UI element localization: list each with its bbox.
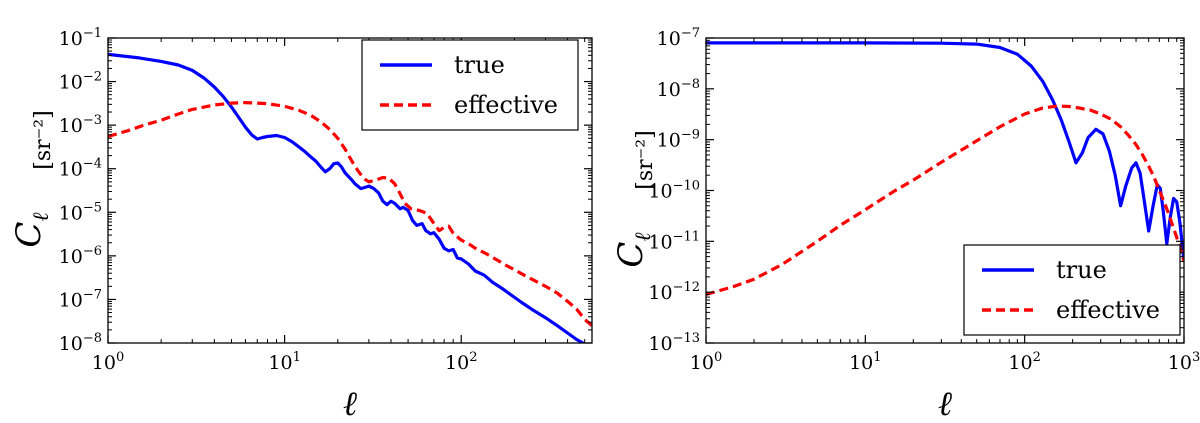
x-tick-label: 100 — [690, 350, 722, 374]
tick-base: 10 — [648, 181, 672, 203]
series-line-true — [108, 52, 587, 343]
tick-exponent: −11 — [673, 229, 700, 244]
tick-exponent: −7 — [83, 287, 102, 302]
tick-base: 10 — [92, 352, 116, 374]
y-tick-label: 10−9 — [657, 128, 700, 152]
tick-base: 10 — [59, 115, 83, 137]
tick-exponent: −1 — [83, 26, 102, 41]
tick-exponent: −3 — [83, 113, 102, 128]
x-axis-label: ℓ — [938, 384, 952, 423]
y-tick-label: 10−6 — [59, 244, 102, 268]
tick-base: 10 — [445, 352, 469, 374]
y-tick-label: 10−7 — [59, 287, 102, 311]
y-tick-label: 10−13 — [648, 331, 700, 355]
tick-exponent: 1 — [873, 350, 881, 365]
tick-exponent: 2 — [1033, 350, 1041, 365]
tick-base: 10 — [657, 28, 681, 50]
tick-base: 10 — [1168, 352, 1192, 374]
series-line-true — [706, 41, 1184, 262]
chart-panel-left: 100 101 10210−810−710−610−510−410−310−210−… — [9, 26, 593, 423]
y-axis-unit: [sr⁻²] — [633, 130, 658, 189]
tick-base: 10 — [1008, 352, 1032, 374]
tick-base: 10 — [648, 333, 672, 355]
x-tick-label: 102 — [445, 350, 477, 374]
y-tick-label: 10−5 — [59, 200, 102, 224]
x-tick-label: 101 — [268, 350, 300, 374]
y-tick-label: 10−11 — [648, 229, 700, 253]
tick-exponent: −4 — [83, 157, 102, 172]
plot-frame — [107, 37, 593, 344]
tick-base: 10 — [849, 352, 873, 374]
tick-base: 10 — [59, 28, 83, 50]
legend: true effective — [963, 244, 1181, 336]
chart-panel-right: 100 101 102 10310−1310−1210−1110−1010−910−8… — [611, 26, 1200, 423]
legend-label-true: true — [1056, 256, 1107, 284]
tick-exponent: −12 — [673, 280, 700, 295]
tick-base: 10 — [59, 289, 83, 311]
tick-exponent: 3 — [1192, 350, 1200, 365]
tick-exponent: −6 — [83, 244, 102, 259]
y-axis-unit: [sr⁻²] — [31, 110, 56, 169]
y-axis-label: Cℓ — [611, 232, 656, 268]
y-axis-symbol: C — [9, 222, 49, 248]
tick-base: 10 — [648, 231, 672, 253]
tick-exponent: −9 — [681, 128, 700, 143]
tick-base: 10 — [59, 202, 83, 224]
y-axis-symbol: C — [611, 242, 651, 268]
series-line-effective — [706, 104, 1184, 297]
legend: true effective — [361, 39, 579, 131]
series-group — [706, 41, 1184, 297]
y-tick-label: 10−4 — [59, 157, 102, 181]
y-tick-label: 10−10 — [648, 179, 700, 203]
x-tick-label: 103 — [1168, 350, 1200, 374]
tick-exponent: −10 — [673, 179, 700, 194]
tick-exponent: 1 — [293, 350, 301, 365]
tick-base: 10 — [268, 352, 292, 374]
y-axis-label: Cℓ — [9, 212, 54, 248]
tick-exponent: 0 — [714, 350, 722, 365]
x-tick-label: 102 — [1008, 350, 1040, 374]
y-axis-subscript: ℓ — [29, 212, 54, 222]
legend-box — [963, 244, 1181, 336]
series-line-effective — [108, 101, 592, 327]
tick-base: 10 — [59, 159, 83, 181]
y-tick-label: 10−8 — [59, 331, 102, 355]
y-tick-label: 10−12 — [648, 280, 700, 304]
tick-exponent: −7 — [681, 26, 700, 41]
y-tick-label: 10−3 — [59, 113, 102, 137]
tick-exponent: −2 — [83, 70, 102, 85]
tick-base: 10 — [59, 72, 83, 94]
y-tick-label: 10−2 — [59, 70, 102, 94]
tick-base: 10 — [657, 79, 681, 101]
legend-box — [361, 39, 579, 131]
x-tick-label: 100 — [92, 350, 124, 374]
legend-label-true: true — [454, 51, 505, 79]
tick-base: 10 — [657, 130, 681, 152]
legend-label-effective: effective — [454, 91, 558, 119]
y-tick-label: 10−8 — [657, 77, 700, 101]
y-tick-label: 10−7 — [657, 26, 700, 50]
x-tick-label: 101 — [849, 350, 881, 374]
tick-exponent: 2 — [469, 350, 477, 365]
series-group — [108, 52, 592, 343]
tick-exponent: −8 — [681, 77, 700, 92]
tick-exponent: 0 — [116, 350, 124, 365]
x-axis-label: ℓ — [343, 384, 357, 423]
y-axis-subscript: ℓ — [631, 232, 656, 242]
tick-base: 10 — [59, 333, 83, 355]
tick-base: 10 — [59, 246, 83, 268]
legend-label-effective: effective — [1056, 296, 1160, 324]
tick-exponent: −5 — [83, 200, 102, 215]
tick-exponent: −8 — [83, 331, 102, 346]
tick-base: 10 — [648, 282, 672, 304]
tick-exponent: −13 — [673, 331, 700, 346]
y-tick-label: 10−1 — [59, 26, 102, 50]
tick-base: 10 — [690, 352, 714, 374]
